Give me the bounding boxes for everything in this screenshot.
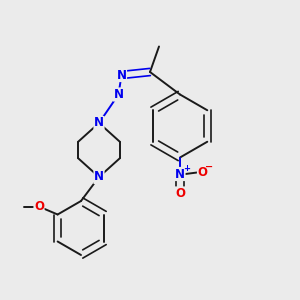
Text: O: O [175,187,185,200]
Text: −: − [205,162,214,172]
Text: O: O [197,166,208,179]
Text: N: N [94,116,104,130]
Text: O: O [34,200,44,214]
Text: N: N [116,68,127,82]
Text: +: + [183,164,190,173]
Text: N: N [175,167,185,181]
Text: N: N [94,170,104,184]
Text: N: N [113,88,124,101]
